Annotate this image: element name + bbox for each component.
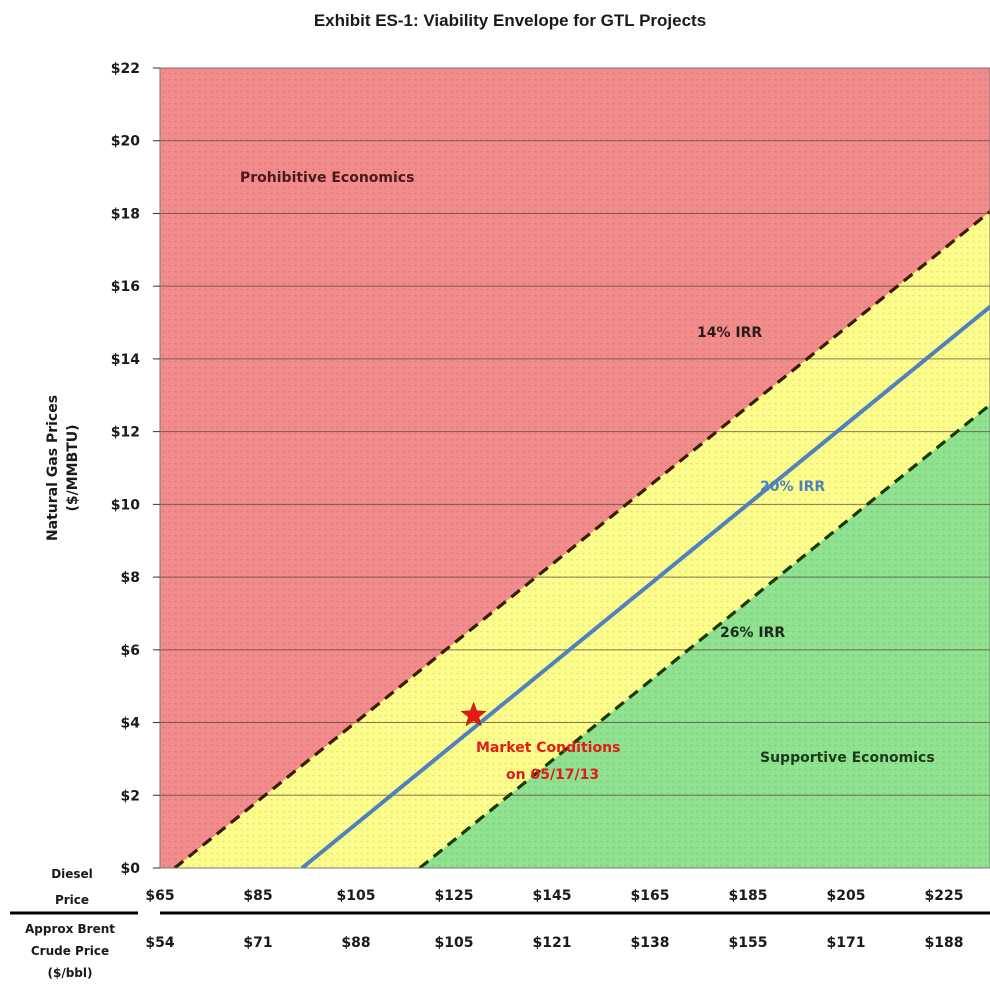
y-axis-ticks: $0 $2 $4 $6 $8 $10 $12 $14 $16 $18 $20 $22: [111, 61, 160, 877]
x2-tick-label: $121: [533, 935, 572, 951]
x2-axis-ticks: $54 $71 $88 $105 $121 $138 $155 $171 $188: [145, 935, 963, 951]
chart-title: Exhibit ES-1: Viability Envelope for GTL…: [314, 11, 706, 30]
x-tick-label: $65: [145, 888, 174, 904]
x2-axis-label-line2: Crude Price: [31, 944, 109, 958]
x2-tick-label: $188: [925, 935, 964, 951]
x-tick-label: $105: [337, 888, 376, 904]
plot-area: [160, 68, 990, 868]
x-tick-label: $205: [827, 888, 866, 904]
x-tick-label: $225: [925, 888, 964, 904]
y-tick-label: $8: [121, 570, 140, 586]
y-tick-label: $4: [121, 716, 141, 732]
x2-axis-label-line3: ($/bbl): [48, 966, 93, 980]
y-tick-label: $22: [111, 61, 140, 77]
x2-tick-label: $71: [243, 935, 272, 951]
series-line-2: [300, 304, 990, 868]
y-axis-label: Natural Gas Prices ($/MMBTU): [45, 395, 81, 541]
market-marker-group: [460, 701, 487, 727]
y-axis-label-line1: Natural Gas Prices: [45, 395, 61, 541]
region-label-prohibitive: Prohibitive Economics: [240, 170, 414, 186]
series-label-14-irr: 14% IRR: [697, 325, 762, 341]
x-tick-label: $145: [533, 888, 572, 904]
y-tick-label: $2: [121, 788, 140, 804]
x-tick-label: $85: [243, 888, 272, 904]
gridlines: [160, 68, 990, 796]
y-axis-label-line2: ($/MMBTU): [65, 424, 81, 511]
series-line-1: [173, 209, 990, 868]
x-axis-label-line1: Diesel: [51, 867, 93, 881]
y-tick-label: $20: [111, 134, 140, 150]
series-line-3: [418, 402, 990, 868]
x2-axis-label-line1: Approx Brent: [25, 922, 115, 936]
y-tick-label: $10: [111, 497, 140, 513]
y-tick-label: $14: [111, 352, 140, 368]
y-tick-label: $16: [111, 279, 140, 295]
x2-tick-label: $171: [827, 935, 866, 951]
series-label-26-irr: 26% IRR: [720, 625, 785, 641]
x2-tick-label: $138: [631, 935, 670, 951]
dot-texture: [160, 68, 990, 868]
x-axis-label-line2: Price: [55, 893, 89, 907]
y-tick-label: $18: [111, 206, 140, 222]
y-tick-label: $0: [121, 861, 141, 877]
y-tick-label: $6: [121, 643, 140, 659]
x-axis-ticks: $65 $85 $105 $125 $145 $165 $185 $205 $225: [145, 888, 963, 904]
series-label-20-irr: 20% IRR: [760, 479, 825, 495]
x2-tick-label: $88: [341, 935, 370, 951]
x-tick-label: $165: [631, 888, 670, 904]
plot-border: [159, 67, 990, 869]
annotation-market-line1: Market Conditions: [476, 740, 620, 756]
x2-tick-label: $155: [729, 935, 768, 951]
x2-tick-label: $54: [145, 935, 174, 951]
annotation-market-line2: on 05/17/13: [506, 767, 599, 783]
x-tick-label: $125: [435, 888, 474, 904]
region-label-supportive: Supportive Economics: [760, 750, 935, 766]
y-tick-label: $12: [111, 425, 140, 441]
series-layer: [173, 209, 990, 868]
x2-tick-label: $105: [435, 935, 474, 951]
market-conditions-star-icon: [460, 701, 487, 727]
x-tick-label: $185: [729, 888, 768, 904]
